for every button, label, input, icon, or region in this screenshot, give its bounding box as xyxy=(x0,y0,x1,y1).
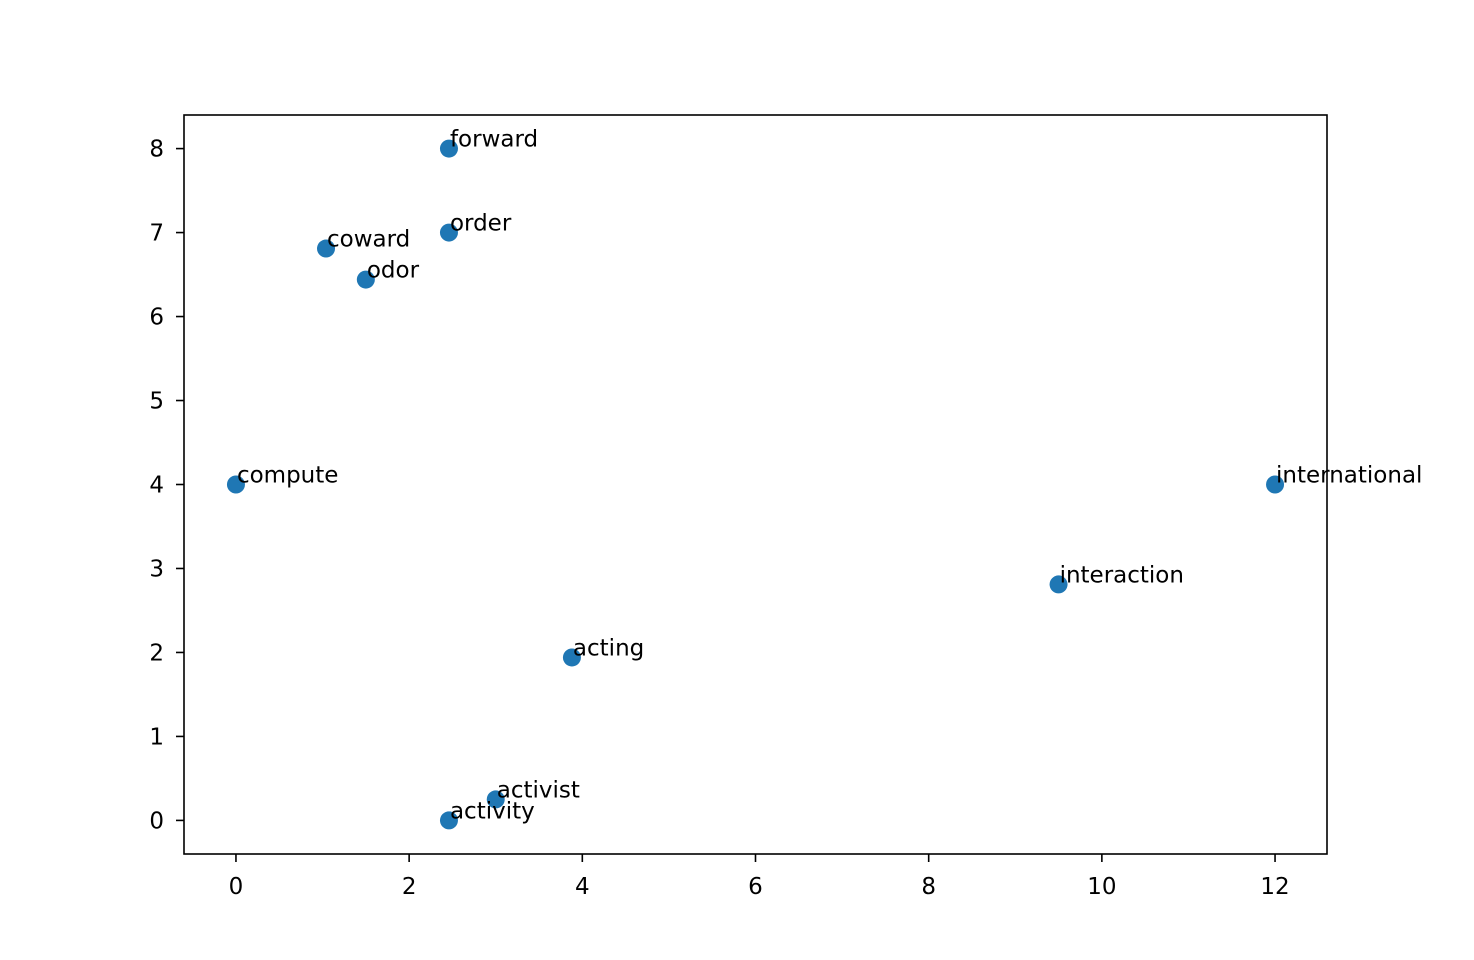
x-tick-label: 6 xyxy=(748,874,763,900)
x-tick-label: 0 xyxy=(229,874,244,900)
data-points: forward order coward odor compute internation… xyxy=(226,127,1422,830)
data-point xyxy=(226,475,245,494)
y-tick-label: 4 xyxy=(149,473,164,499)
point-label: acting xyxy=(573,635,644,661)
point-label: interaction xyxy=(1060,562,1184,588)
point-label: forward xyxy=(450,127,538,153)
point-label: odor xyxy=(367,258,420,284)
data-point xyxy=(1049,575,1068,594)
point-label: activity xyxy=(450,798,535,824)
data-point xyxy=(439,223,458,242)
point-label: order xyxy=(450,211,512,237)
data-point xyxy=(356,270,375,289)
x-tick-label: 4 xyxy=(575,874,590,900)
data-point xyxy=(439,139,458,158)
y-tick-label: 0 xyxy=(149,808,164,834)
y-tick-label: 6 xyxy=(149,305,164,331)
x-tick-label: 12 xyxy=(1260,874,1289,900)
point-label: international xyxy=(1276,463,1422,489)
data-point xyxy=(439,811,458,830)
x-tick-label: 8 xyxy=(921,874,936,900)
data-point xyxy=(317,239,336,258)
x-axis: 0 2 4 6 8 10 12 xyxy=(229,854,1290,900)
y-tick-label: 5 xyxy=(149,389,164,415)
point-label: compute xyxy=(237,463,338,489)
point-label: activist xyxy=(497,777,580,803)
x-tick-label: 2 xyxy=(402,874,417,900)
y-axis: 0 1 2 3 4 5 6 7 8 xyxy=(149,137,184,834)
y-tick-label: 1 xyxy=(149,724,164,750)
data-point xyxy=(486,790,505,809)
y-tick-label: 2 xyxy=(149,640,164,666)
y-tick-label: 8 xyxy=(149,137,164,163)
data-point xyxy=(1266,475,1285,494)
point-label: coward xyxy=(327,227,410,253)
data-point xyxy=(562,648,581,667)
y-tick-label: 7 xyxy=(149,221,164,247)
x-tick-label: 10 xyxy=(1087,874,1116,900)
y-tick-label: 3 xyxy=(149,556,164,582)
